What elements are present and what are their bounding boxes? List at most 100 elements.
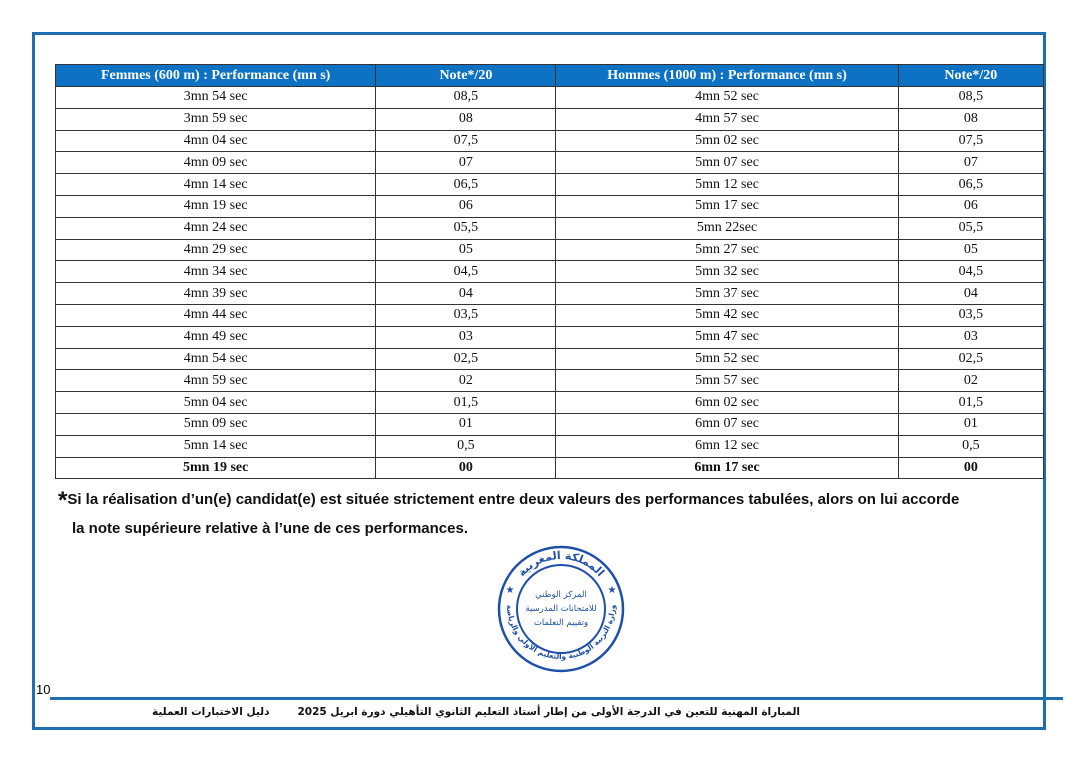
table-cell: 4mn 39 sec xyxy=(54,282,377,305)
table-cell: 4mn 54 sec xyxy=(54,347,377,371)
stamp-inner-line: المركز الوطني xyxy=(535,590,587,600)
table-cell: 4mn 52 sec xyxy=(555,86,899,109)
table-cell: 06 xyxy=(375,194,557,218)
table-row: 4mn 29 sec 05 5mn 27 sec 05 xyxy=(54,238,1045,262)
performance-table: Femmes (600 m) : Performance (mn s) Note*… xyxy=(54,64,1045,480)
table-row: 4mn 34 sec 04,5 5mn 32 sec 04,5 xyxy=(54,260,1045,284)
footer-divider xyxy=(50,697,1063,700)
table-cell: 01 xyxy=(375,412,557,436)
footnote: *Si la réalisation d’un(e) candidat(e) e… xyxy=(58,486,1048,543)
table-row: 5mn 09 sec 01 6mn 07 sec 01 xyxy=(54,412,1045,436)
table-cell: 04,5 xyxy=(897,260,1045,284)
page-number: 10 xyxy=(36,682,51,697)
table-cell: 5mn 47 sec xyxy=(555,325,899,349)
table-cell: 05 xyxy=(375,238,557,262)
footer: المباراة المهنية للتعين في الدرجة الأولى… xyxy=(152,706,800,718)
star-icon: ★ xyxy=(506,585,515,596)
table-cell: 4mn 04 sec xyxy=(54,129,377,153)
table-row: 3mn 54 sec 08,5 4mn 52 sec 08,5 xyxy=(54,86,1045,109)
table-cell: 03 xyxy=(375,325,557,349)
column-header: Note*/20 xyxy=(375,64,557,87)
table-cell: 0,5 xyxy=(375,434,557,458)
star-icon: ★ xyxy=(608,585,617,596)
official-stamp: المملكة المغربية وزارة التربية الوطنية و… xyxy=(497,545,625,673)
table-cell: 01,5 xyxy=(375,391,557,414)
table-row: 5mn 04 sec 01,5 6mn 02 sec 01,5 xyxy=(54,391,1045,414)
table-cell: 06 xyxy=(897,194,1045,218)
table-cell: 5mn 09 sec xyxy=(54,412,377,436)
table-cell: 5mn 42 sec xyxy=(555,303,899,327)
table-cell: 05,5 xyxy=(375,216,557,240)
table-row: 4mn 54 sec 02,5 5mn 52 sec 02,5 xyxy=(54,347,1045,371)
table-cell: 05,5 xyxy=(897,216,1045,240)
stamp-inner-line: للامتحانات المدرسية xyxy=(525,604,596,614)
column-header: Note*/20 xyxy=(897,64,1045,87)
table-cell: 4mn 34 sec xyxy=(54,260,377,284)
table-cell: 0,5 xyxy=(897,434,1045,458)
table-cell: 5mn 19 sec xyxy=(54,456,377,480)
table-row: 5mn 14 sec 0,5 6mn 12 sec 0,5 xyxy=(54,434,1045,458)
table-cell: 08,5 xyxy=(375,86,557,109)
table-row: 3mn 59 sec 08 4mn 57 sec 08 xyxy=(54,107,1045,131)
page-frame xyxy=(32,32,1046,730)
table-row: 4mn 24 sec 05,5 5mn 22sec 05,5 xyxy=(54,216,1045,240)
table-cell: 02,5 xyxy=(375,347,557,371)
table-cell: 4mn 59 sec xyxy=(54,369,377,393)
table-cell: 07 xyxy=(897,151,1045,175)
table-cell: 4mn 09 sec xyxy=(54,151,377,175)
table-cell: 04 xyxy=(375,282,557,305)
table-cell: 4mn 14 sec xyxy=(54,173,377,196)
table-row: 4mn 19 sec 06 5mn 17 sec 06 xyxy=(54,194,1045,218)
table-cell: 5mn 37 sec xyxy=(555,282,899,305)
table-row: 4mn 44 sec 03,5 5mn 42 sec 03,5 xyxy=(54,303,1045,327)
table-cell: 01 xyxy=(897,412,1045,436)
table-cell: 3mn 59 sec xyxy=(54,107,377,131)
table-cell: 5mn 12 sec xyxy=(555,173,899,196)
table-cell: 07,5 xyxy=(375,129,557,153)
table-cell: 6mn 07 sec xyxy=(555,412,899,436)
table-cell: 02 xyxy=(897,369,1045,393)
table-cell: 5mn 52 sec xyxy=(555,347,899,371)
table-cell: 6mn 12 sec xyxy=(555,434,899,458)
column-header: Hommes (1000 m) : Performance (mn s) xyxy=(555,64,899,87)
table-cell: 05 xyxy=(897,238,1045,262)
table-cell: 4mn 19 sec xyxy=(54,194,377,218)
table-row: 4mn 39 sec 04 5mn 37 sec 04 xyxy=(54,282,1045,305)
table-cell: 5mn 04 sec xyxy=(54,391,377,414)
table-row: 4mn 04 sec 07,5 5mn 02 sec 07,5 xyxy=(54,129,1045,153)
table-cell: 08,5 xyxy=(897,86,1045,109)
table-cell: 5mn 02 sec xyxy=(555,129,899,153)
table-cell: 4mn 29 sec xyxy=(54,238,377,262)
table-cell: 5mn 32 sec xyxy=(555,260,899,284)
table-cell: 5mn 07 sec xyxy=(555,151,899,175)
footnote-line2: la note supérieure relative à l’une de c… xyxy=(72,520,468,537)
table-cell: 00 xyxy=(897,456,1045,480)
footnote-star: * xyxy=(58,487,68,514)
table-cell: 6mn 17 sec xyxy=(555,456,899,480)
table-cell: 5mn 14 sec xyxy=(54,434,377,458)
table-cell: 03,5 xyxy=(897,303,1045,327)
table-cell: 08 xyxy=(375,107,557,131)
table-cell: 5mn 27 sec xyxy=(555,238,899,262)
table-cell: 02,5 xyxy=(897,347,1045,371)
table-row: 5mn 19 sec 00 6mn 17 sec 00 xyxy=(54,456,1045,480)
table-cell: 04 xyxy=(897,282,1045,305)
footer-title: المباراة المهنية للتعين في الدرجة الأولى… xyxy=(297,706,800,718)
table-cell: 03,5 xyxy=(375,303,557,327)
table-cell: 02 xyxy=(375,369,557,393)
table-cell: 03 xyxy=(897,325,1045,349)
table-cell: 07,5 xyxy=(897,129,1045,153)
footnote-line1: Si la réalisation d’un(e) candidat(e) es… xyxy=(67,491,960,508)
table-row: 4mn 59 sec 02 5mn 57 sec 02 xyxy=(54,369,1045,393)
table-cell: 4mn 24 sec xyxy=(54,216,377,240)
table-cell: 6mn 02 sec xyxy=(555,391,899,414)
table-cell: 3mn 54 sec xyxy=(54,86,377,109)
table-cell: 08 xyxy=(897,107,1045,131)
stamp-inner-line: وتقييم التعلمات xyxy=(534,618,588,628)
table-row: 4mn 14 sec 06,5 5mn 12 sec 06,5 xyxy=(54,173,1045,196)
table-row: 4mn 09 sec 07 5mn 07 sec 07 xyxy=(54,151,1045,175)
table-cell: 4mn 44 sec xyxy=(54,303,377,327)
table-cell: 01,5 xyxy=(897,391,1045,414)
table-row: 4mn 49 sec 03 5mn 47 sec 03 xyxy=(54,325,1045,349)
table-cell: 5mn 17 sec xyxy=(555,194,899,218)
